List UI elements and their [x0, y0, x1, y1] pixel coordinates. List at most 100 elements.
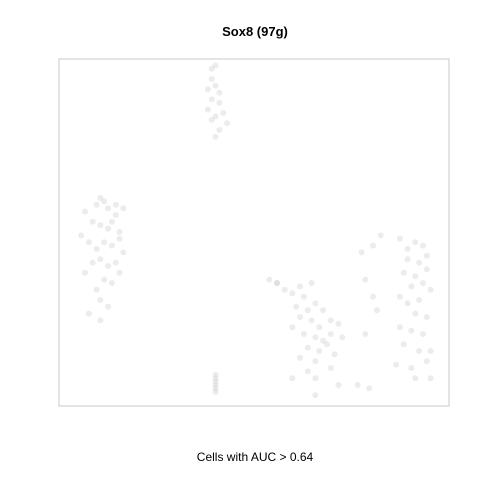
scatter-point: [400, 341, 407, 348]
scatter-point: [412, 273, 419, 280]
scatter-point: [308, 317, 315, 324]
scatter-point: [105, 303, 112, 310]
scatter-point: [108, 242, 115, 249]
scatter-point: [408, 327, 415, 334]
scatter-point: [212, 382, 219, 388]
scatter-point: [327, 331, 334, 337]
scatter-point: [281, 286, 288, 293]
scatter-point: [316, 348, 323, 354]
scatter-point: [316, 324, 323, 331]
scatter-point: [420, 331, 426, 337]
scatter-point: [312, 392, 319, 399]
scatter-point: [93, 246, 100, 252]
scatter-point: [120, 249, 127, 256]
points-layer: [78, 62, 434, 399]
scatter-point: [101, 276, 108, 283]
scatter-point: [362, 276, 369, 283]
scatter-point: [97, 195, 104, 201]
scatter-point: [293, 303, 300, 310]
scatter-point: [93, 201, 100, 208]
scatter-point: [331, 351, 338, 358]
scatter-point: [420, 242, 426, 249]
scatter-point: [362, 331, 369, 337]
scatter-point: [320, 307, 327, 314]
scatter-point: [274, 280, 280, 286]
scatter-point: [312, 375, 319, 382]
scatter-point: [212, 385, 219, 392]
scatter-point: [423, 252, 430, 259]
scatter-point: [101, 198, 108, 205]
scatter-point: [112, 212, 119, 218]
scatter-point: [289, 375, 296, 382]
scatter-point: [412, 375, 419, 382]
scatter-point: [212, 375, 219, 382]
scatter-point: [216, 89, 223, 96]
scatter-point: [327, 317, 334, 324]
scatter-point: [97, 297, 104, 303]
scatter-point: [116, 269, 123, 276]
scatter-point: [427, 375, 434, 382]
scatter-point: [358, 249, 365, 256]
scatter-point: [327, 365, 334, 371]
scatter-point: [120, 205, 127, 212]
scatter-point: [105, 205, 112, 212]
scatter-point: [404, 300, 411, 307]
scatter-point: [212, 62, 219, 69]
scatter-point: [377, 232, 384, 239]
scatter-point: [204, 86, 211, 93]
scatter-point: [297, 283, 304, 290]
scatter-point: [208, 65, 215, 72]
scatter-point: [408, 283, 415, 290]
scatter-point: [335, 382, 342, 388]
scatter-point: [212, 378, 219, 385]
scatter-point: [97, 317, 104, 324]
scatter-point: [400, 269, 407, 276]
scatter-point: [300, 331, 307, 337]
scatter-point: [85, 239, 92, 246]
scatter-point: [212, 388, 219, 395]
scatter-point: [108, 280, 115, 286]
scatter-point: [89, 218, 96, 225]
scatter-point: [420, 280, 426, 286]
scatter-point: [423, 358, 430, 365]
scatter-point: [396, 293, 403, 300]
scatter-point: [416, 259, 423, 266]
scatter-point: [216, 99, 223, 106]
scatter-point: [212, 133, 219, 140]
scatter-point: [208, 116, 215, 123]
scatter-point: [312, 334, 319, 341]
x-axis-label: Cells with AUC > 0.64: [197, 450, 314, 464]
scatter-point: [304, 368, 311, 375]
scatter-point: [274, 280, 280, 286]
scatter-point: [112, 259, 119, 266]
scatter-point: [412, 310, 419, 317]
scatter-point: [335, 320, 342, 327]
scatter-point: [297, 354, 304, 361]
scatter-point: [93, 286, 100, 293]
scatter-point: [404, 256, 411, 263]
scatter-point: [423, 266, 430, 273]
scatter-point: [204, 106, 211, 113]
scatter-point: [366, 385, 373, 392]
scatter-point: [101, 239, 108, 246]
scatter-point: [416, 297, 423, 303]
scatter-point: [416, 348, 423, 354]
scatter-point: [370, 293, 376, 300]
scatter-point: [339, 334, 346, 341]
scatter-point: [396, 324, 403, 331]
scatter-point: [312, 358, 319, 365]
scatter-point: [324, 341, 330, 348]
scatter-point: [212, 113, 219, 120]
scatter-point: [208, 96, 215, 103]
scatter-point: [116, 235, 123, 242]
scatter-point: [112, 201, 119, 208]
scatter-point: [97, 222, 104, 229]
scatter-point: [220, 110, 227, 116]
scatter-point: [412, 239, 419, 246]
plot-box: [58, 58, 450, 407]
scatter-point: [289, 290, 296, 297]
scatter-point: [224, 120, 231, 127]
scatter-point: [354, 382, 361, 388]
scatter-point: [297, 314, 304, 320]
